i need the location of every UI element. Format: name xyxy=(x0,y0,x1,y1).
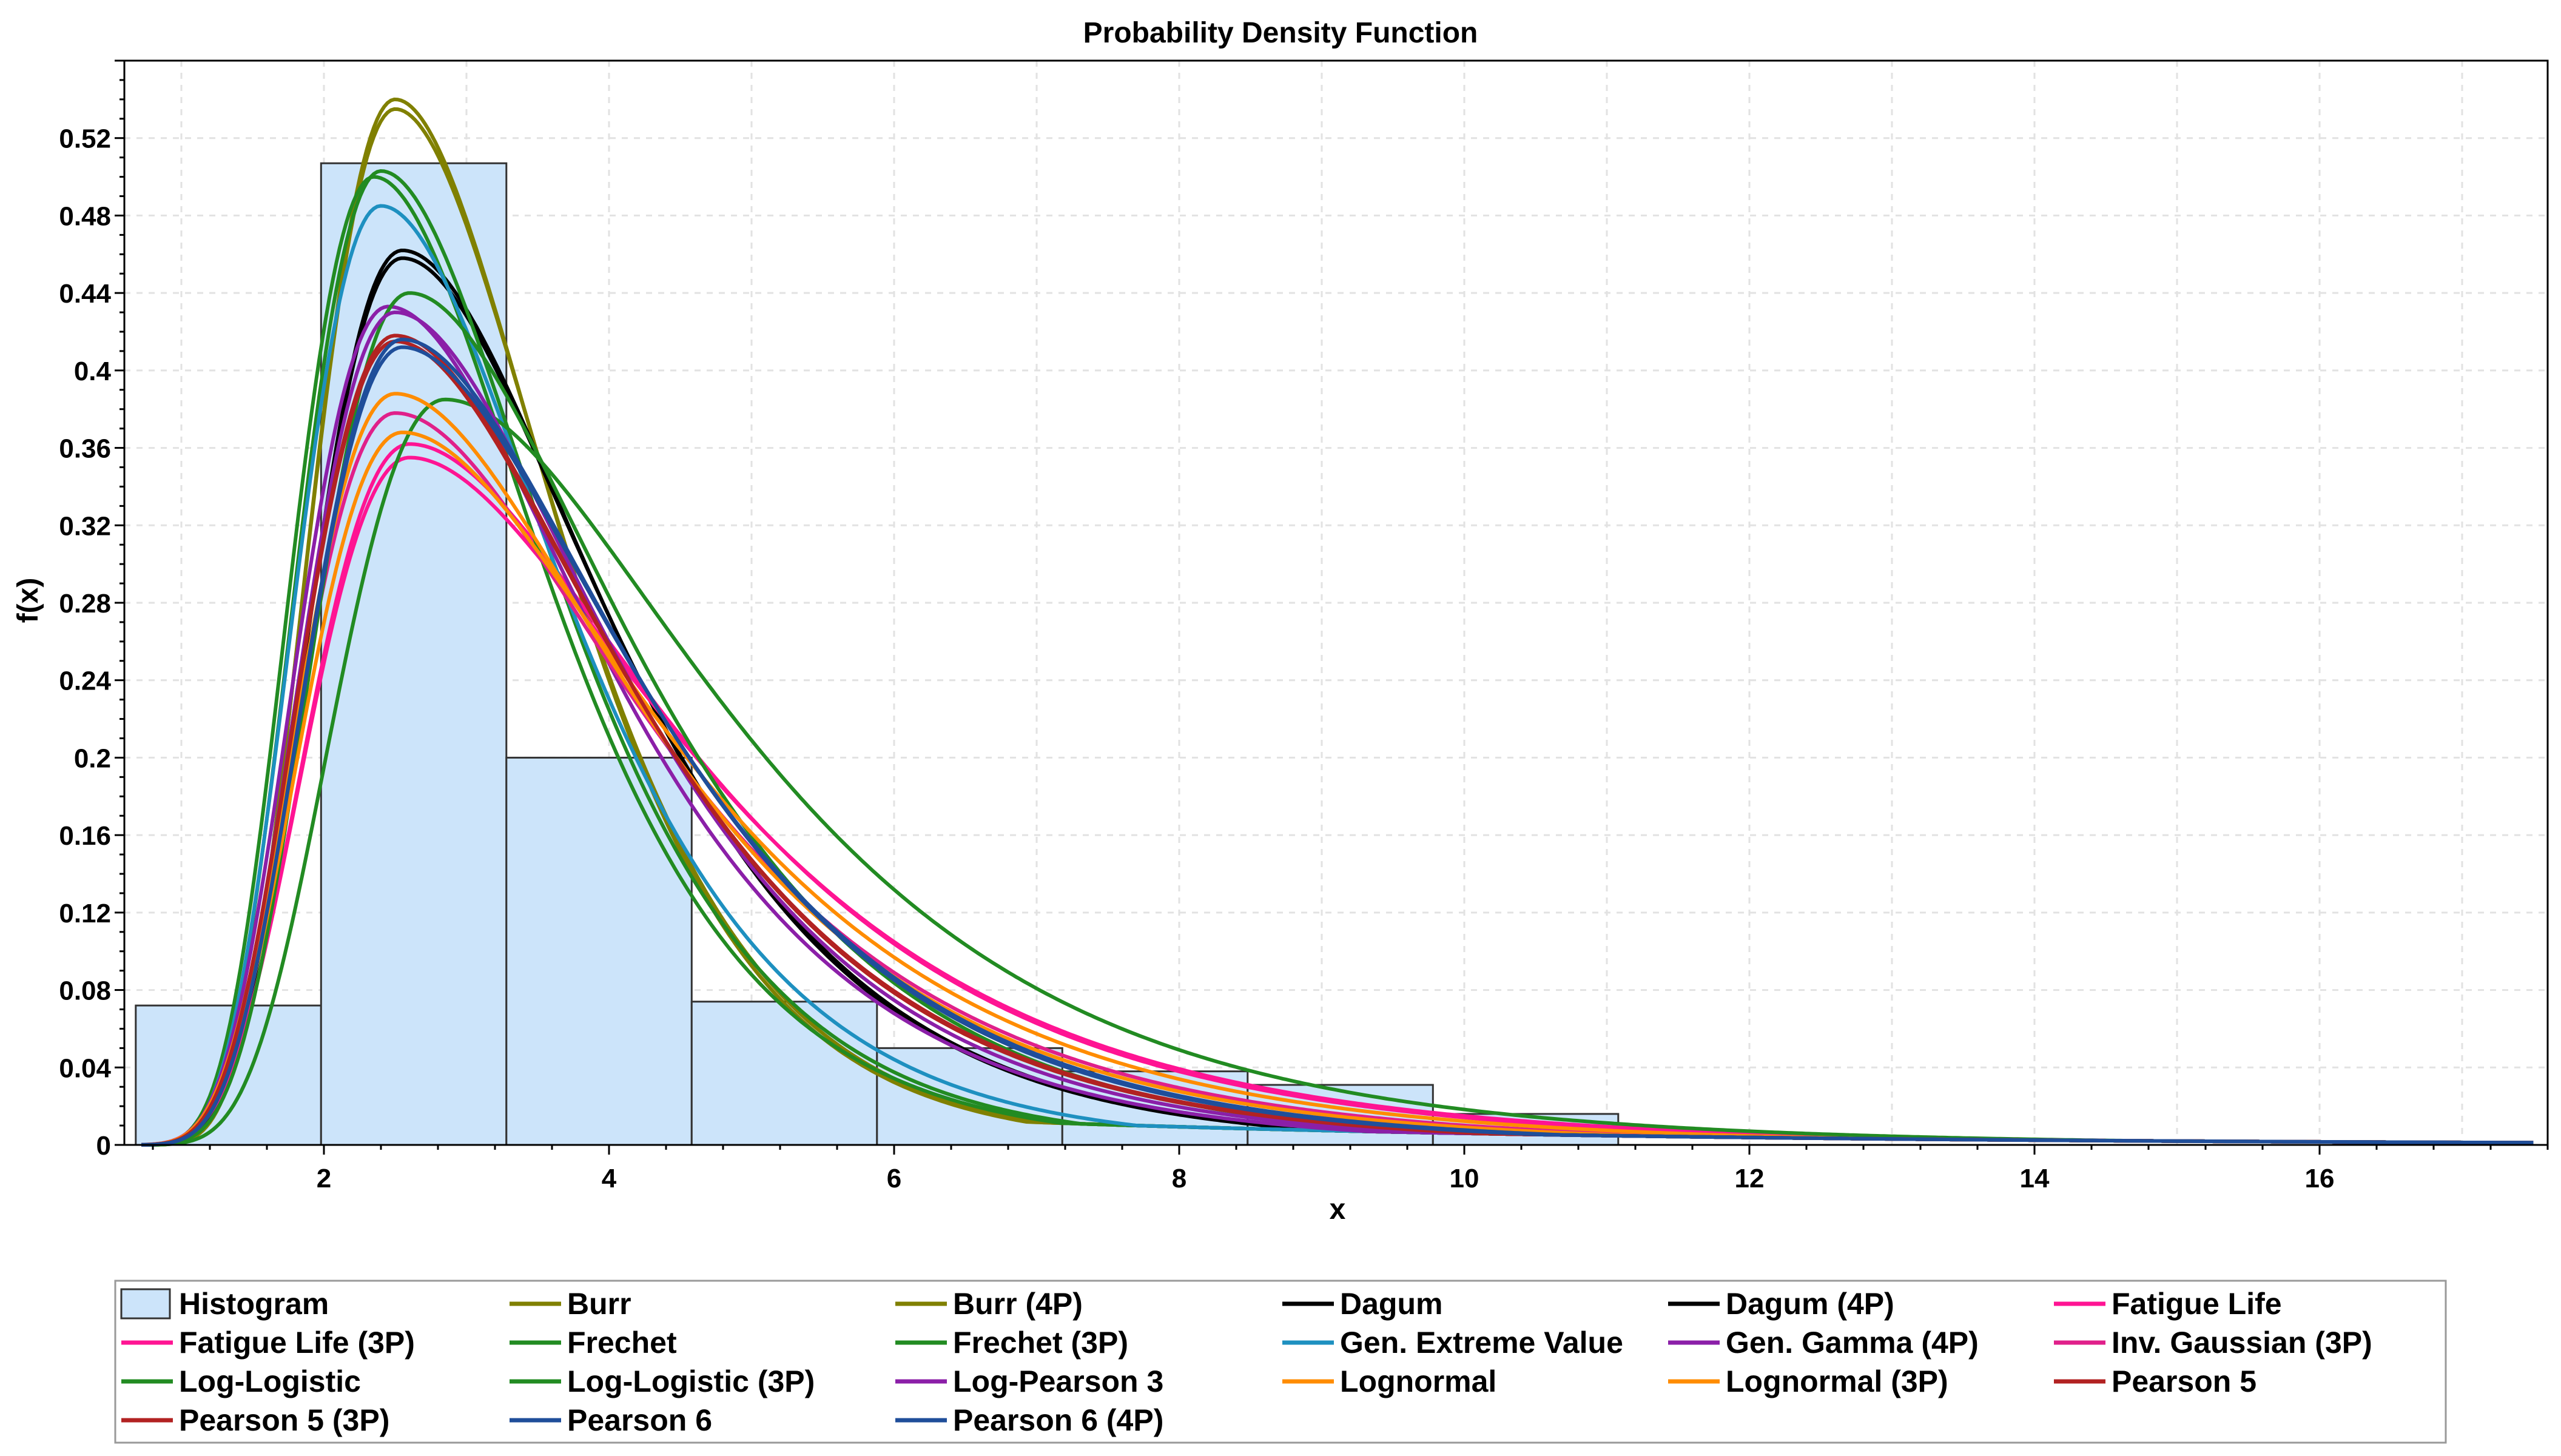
legend-label: Fatigue Life xyxy=(2112,1287,2282,1321)
y-tick-label: 0.04 xyxy=(59,1053,111,1083)
chart-title: Probability Density Function xyxy=(1083,17,1478,49)
legend-label: Frechet xyxy=(567,1326,677,1360)
legend-label: Lognormal (3P) xyxy=(1726,1364,1948,1398)
x-tick-label: 10 xyxy=(1450,1164,1479,1193)
legend-label: Burr xyxy=(567,1287,631,1321)
y-tick-label: 0.24 xyxy=(59,666,111,696)
y-tick-label: 0.28 xyxy=(59,589,111,619)
legend-label: Frechet (3P) xyxy=(953,1326,1128,1360)
histogram-bar xyxy=(320,162,508,1146)
legend-label: Dagum (4P) xyxy=(1726,1287,1894,1321)
y-axis-label: f(x) xyxy=(12,578,44,623)
legend-label: Dagum xyxy=(1340,1287,1442,1321)
y-tick-label: 0.4 xyxy=(74,357,112,386)
y-tick-label: 0.12 xyxy=(59,899,111,928)
x-tick-label: 14 xyxy=(2020,1164,2050,1193)
legend-label: Pearson 5 xyxy=(2112,1364,2256,1398)
legend-label: Gen. Gamma (4P) xyxy=(1726,1326,1979,1360)
density-curves xyxy=(141,97,2534,1147)
x-tick-label: 12 xyxy=(1735,1164,1765,1193)
legend-label: Histogram xyxy=(179,1287,329,1321)
x-tick-label: 8 xyxy=(1172,1164,1186,1193)
axes xyxy=(115,59,2549,1155)
legend: Histogram Burr Burr (4P) Dagum Dagum (4P) Fat… xyxy=(114,1280,2447,1444)
legend-label: Lognormal xyxy=(1340,1364,1496,1398)
histogram-bars xyxy=(135,162,1620,1146)
legend-label: Gen. Extreme Value xyxy=(1340,1326,1623,1360)
y-tick-label: 0.36 xyxy=(59,434,111,464)
legend-swatch-histogram xyxy=(120,1288,171,1320)
legend-label: Burr (4P) xyxy=(953,1287,1083,1321)
legend-label: Pearson 6 xyxy=(567,1403,712,1437)
y-tick-label: 0.48 xyxy=(59,201,111,231)
legend-label: Log-Logistic xyxy=(179,1364,361,1398)
legend-label: Pearson 5 (3P) xyxy=(179,1403,389,1437)
y-tick-label: 0.32 xyxy=(59,511,111,541)
legend-label: Inv. Gaussian (3P) xyxy=(2112,1326,2372,1360)
x-tick-labels: 2 4 6 8 10 12 14 16 xyxy=(317,1164,2335,1193)
legend-label: Log-Logistic (3P) xyxy=(567,1364,815,1398)
histogram-bar xyxy=(690,1001,878,1146)
y-tick-label: 0.16 xyxy=(59,821,111,851)
y-tick-label: 0.08 xyxy=(59,976,111,1006)
x-tick-label: 2 xyxy=(317,1164,331,1193)
x-tick-label: 6 xyxy=(887,1164,901,1193)
y-tick-label: 0.52 xyxy=(59,124,111,154)
y-tick-labels: 0 0.04 0.08 0.12 0.16 0.2 0.24 0.28 0.32 0.36 0.4 0… xyxy=(59,124,111,1161)
y-tick-label: 0.2 xyxy=(74,743,111,773)
legend-box xyxy=(114,1280,2447,1444)
legend-label: Fatigue Life (3P) xyxy=(179,1326,415,1360)
legend-label: Pearson 6 (4P) xyxy=(953,1403,1163,1437)
legend-label: Log-Pearson 3 xyxy=(953,1364,1163,1398)
density-curve xyxy=(141,345,2534,1147)
x-axis-label: x xyxy=(1330,1193,1346,1226)
y-tick-label: 0 xyxy=(96,1131,111,1161)
y-tick-label: 0.44 xyxy=(59,279,111,309)
x-tick-label: 16 xyxy=(2305,1164,2335,1193)
x-tick-label: 4 xyxy=(602,1164,617,1193)
